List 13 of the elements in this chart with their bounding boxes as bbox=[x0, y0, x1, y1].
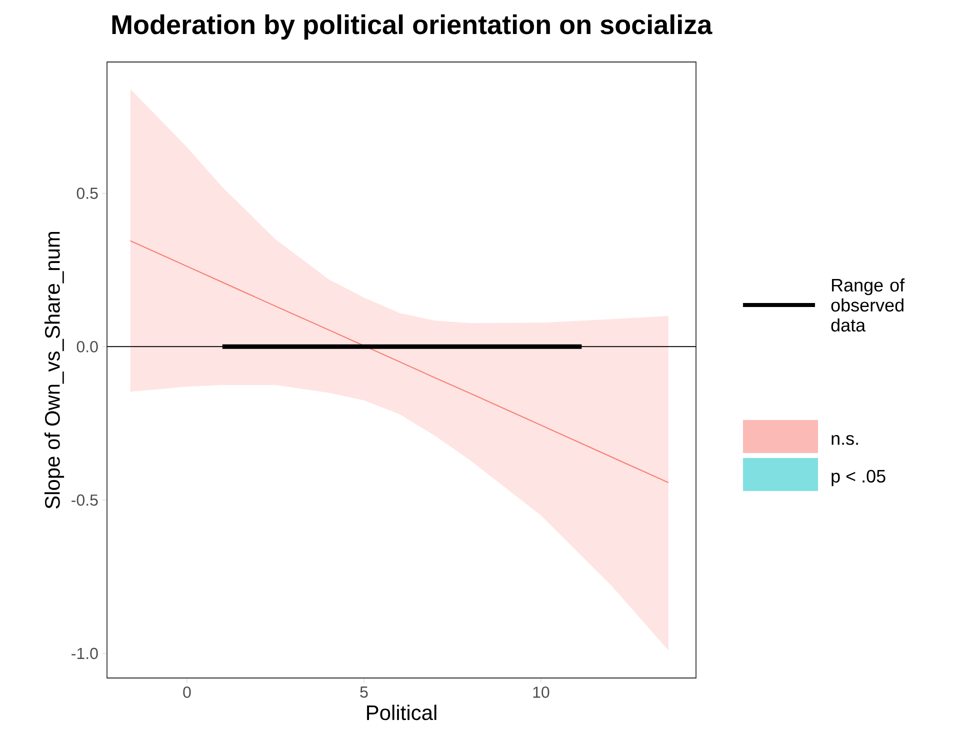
legend-label: Range of observed data bbox=[831, 278, 905, 332]
chart-title: Moderation by political orientation on socializa bbox=[112, 14, 712, 40]
y-tick-label: 0.0 bbox=[76, 341, 98, 352]
y-tick-label: -0.5 bbox=[72, 494, 98, 506]
x-tick-label: 5 bbox=[360, 686, 368, 698]
x-tick-label: 0 bbox=[183, 686, 191, 698]
y-tick-label: -1.0 bbox=[72, 648, 98, 660]
legend-label: p < .05 bbox=[832, 470, 886, 486]
x-tick-label: 10 bbox=[533, 686, 550, 698]
y-tick-label: 0.5 bbox=[76, 188, 98, 199]
x-axis-title: Political bbox=[367, 704, 436, 720]
legend-label: n.s. bbox=[832, 435, 858, 445]
y-axis-title: Slope of Own_vs_Share_num bbox=[44, 232, 64, 509]
